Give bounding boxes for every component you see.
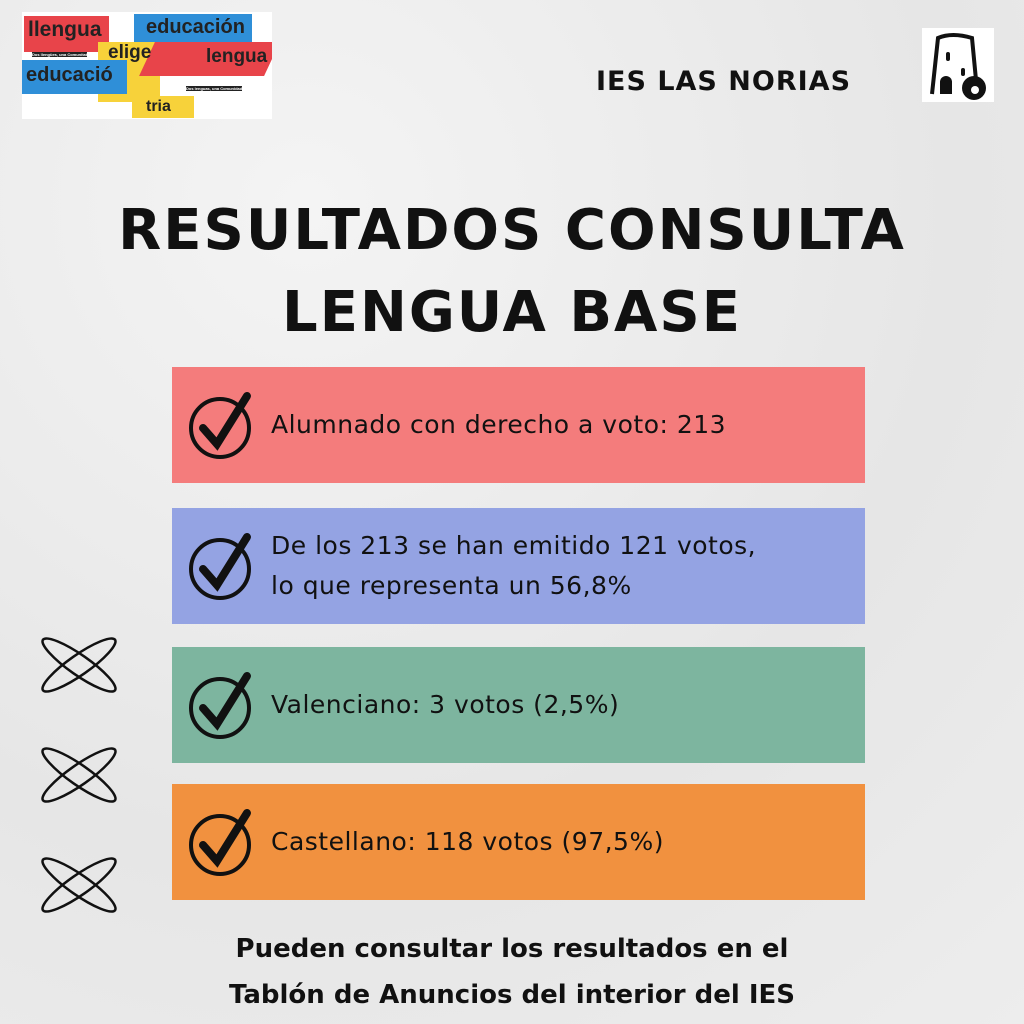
result-card-turnout: De los 213 se han emitido 121 votos, lo q…	[172, 508, 865, 624]
cross-doodle-icon	[41, 857, 117, 913]
water-wheel-tower-icon	[922, 28, 994, 102]
page-title: RESULTADOS CONSULTA LENGUA BASE	[118, 198, 906, 345]
result-card-eligible: Alumnado con derecho a voto: 213	[172, 367, 865, 483]
result-card-valenciano: Valenciano: 3 votos (2,5%)	[172, 647, 865, 763]
checkmark-circle-icon	[189, 533, 251, 600]
checkmark-circle-icon	[189, 809, 251, 876]
cross-doodle-icon	[41, 637, 117, 693]
checkmark-circle-icon	[189, 392, 251, 459]
footer-note: Pueden consultar los resultados en el Ta…	[228, 934, 796, 1010]
result-card-castellano: Castellano: 118 votos (97,5%)	[172, 784, 865, 900]
school-name: IES LAS NORIAS	[596, 66, 852, 97]
cross-doodle-icon	[41, 747, 117, 803]
checkmark-circle-icon	[189, 672, 251, 739]
campaign-logo: llengua educación elige lengua educació …	[22, 12, 272, 119]
